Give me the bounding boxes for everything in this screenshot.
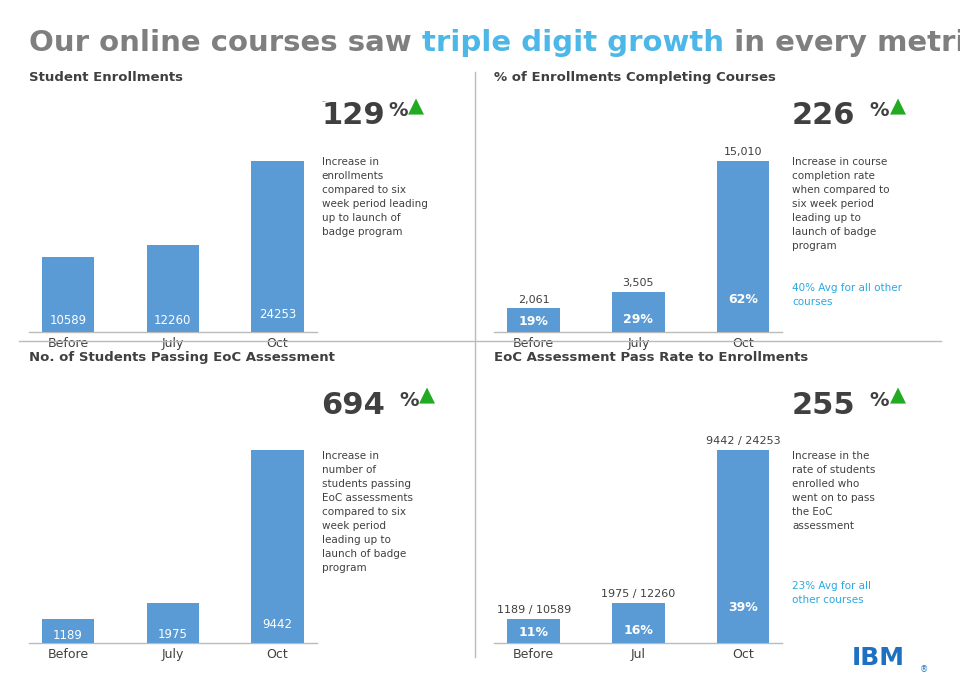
Text: Increase in
number of
students passing
EoC assessments
compared to six
week peri: Increase in number of students passing E… (322, 451, 413, 573)
Text: ▲: ▲ (419, 386, 435, 406)
Text: 9442: 9442 (262, 618, 293, 631)
Text: No. of Students Passing EoC Assessment: No. of Students Passing EoC Assessment (29, 351, 335, 364)
Text: Our online courses saw: Our online courses saw (29, 29, 421, 57)
Bar (508, 308, 560, 332)
Text: %: % (399, 391, 420, 410)
Text: Increase in
enrollments
compared to six
week period leading
up to launch of
badg: Increase in enrollments compared to six … (322, 157, 427, 237)
Text: 16%: 16% (623, 624, 654, 637)
Text: 40% Avg for all other
courses: 40% Avg for all other courses (792, 283, 902, 308)
Text: IBM: IBM (852, 646, 905, 670)
Text: ▲: ▲ (408, 96, 424, 116)
Text: 1189 / 10589: 1189 / 10589 (496, 605, 571, 615)
Text: 11%: 11% (518, 627, 549, 640)
Text: 694: 694 (322, 391, 386, 420)
Text: 129: 129 (322, 101, 385, 130)
Text: % of Enrollments Completing Courses: % of Enrollments Completing Courses (494, 70, 777, 83)
Text: 15,010: 15,010 (724, 147, 762, 157)
Bar (508, 619, 560, 643)
Text: ▲: ▲ (890, 96, 906, 116)
Bar (147, 246, 199, 332)
Text: 1975 / 12260: 1975 / 12260 (601, 589, 676, 598)
Text: 1189: 1189 (53, 629, 83, 642)
Text: 12260: 12260 (155, 313, 191, 326)
Bar (252, 161, 303, 332)
Text: 2,061: 2,061 (517, 295, 549, 305)
Bar (147, 603, 199, 643)
Text: 255: 255 (792, 391, 855, 420)
Text: EoC Assessment Pass Rate to Enrollments: EoC Assessment Pass Rate to Enrollments (494, 351, 808, 364)
Text: triple digit growth: triple digit growth (421, 29, 724, 57)
Text: 39%: 39% (729, 601, 758, 614)
Text: 1975: 1975 (157, 627, 188, 640)
Text: ▲: ▲ (890, 386, 906, 406)
Text: in every metric: in every metric (724, 29, 960, 57)
Bar (612, 603, 664, 643)
Text: 23% Avg for all
other courses: 23% Avg for all other courses (792, 581, 871, 605)
Bar (42, 619, 94, 643)
Text: 29%: 29% (623, 313, 654, 326)
Bar (252, 450, 303, 643)
Text: 19%: 19% (518, 315, 548, 328)
Bar (612, 292, 664, 332)
Text: Student Enrollments: Student Enrollments (29, 70, 182, 83)
Text: 9442 / 24253: 9442 / 24253 (706, 436, 780, 447)
Text: %: % (870, 391, 889, 410)
Text: 226: 226 (792, 101, 855, 130)
Bar (717, 450, 769, 643)
Text: 129%%: 129%% (322, 101, 326, 102)
Text: ®: ® (921, 665, 928, 674)
Text: 10589: 10589 (50, 314, 86, 327)
Text: Increase in the
rate of students
enrolled who
went on to pass
the EoC
assessment: Increase in the rate of students enrolle… (792, 451, 876, 531)
Bar (42, 257, 94, 332)
Text: 62%: 62% (729, 293, 758, 306)
Text: %: % (389, 101, 408, 120)
Bar (717, 161, 769, 332)
Text: %: % (870, 101, 889, 120)
Text: 24253: 24253 (259, 308, 296, 321)
Text: 3,505: 3,505 (623, 278, 654, 289)
Text: Increase in course
completion rate
when compared to
six week period
leading up t: Increase in course completion rate when … (792, 157, 890, 251)
